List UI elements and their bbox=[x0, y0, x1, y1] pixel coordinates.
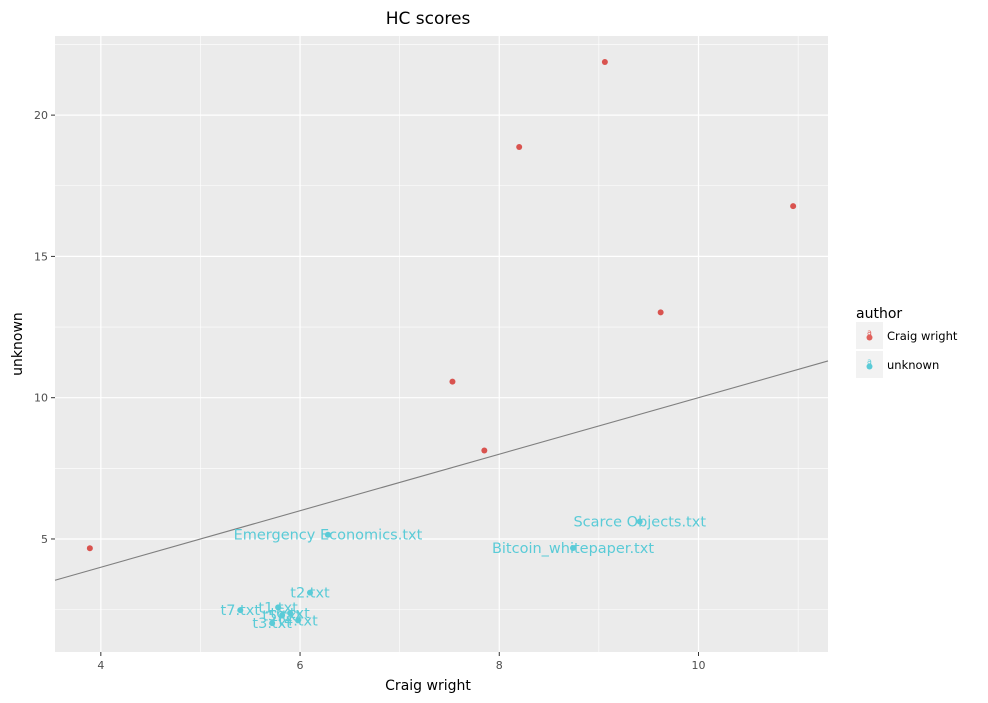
data-point bbox=[269, 620, 276, 627]
point-label: t7.txt bbox=[221, 603, 261, 619]
data-point bbox=[287, 610, 294, 617]
data-point bbox=[657, 309, 664, 316]
legend-point bbox=[866, 334, 873, 341]
plot-panel bbox=[55, 36, 828, 652]
x-tick-label: 4 bbox=[97, 659, 104, 672]
data-point bbox=[279, 612, 286, 619]
chart-title: HC scores bbox=[386, 9, 471, 29]
legend: author a Craig wright a unknown bbox=[856, 306, 958, 378]
x-tick-label: 8 bbox=[496, 659, 503, 672]
point-label: t3.txt bbox=[252, 616, 292, 632]
data-point bbox=[481, 447, 488, 454]
data-point bbox=[569, 545, 576, 552]
legend-text-glyph: a bbox=[867, 357, 872, 366]
x-axis-label: Craig wright bbox=[385, 678, 471, 694]
data-point bbox=[275, 604, 282, 611]
point-label: Scarce Objects.txt bbox=[573, 514, 706, 530]
legend-point bbox=[866, 363, 873, 370]
grid-minor bbox=[55, 36, 828, 652]
point-label: Emergency Economics.txt bbox=[234, 528, 423, 544]
y-tick-label: 20 bbox=[34, 109, 48, 122]
x-axis-ticks: 4 6 8 10 bbox=[97, 652, 706, 672]
point-label: t6.txt bbox=[270, 606, 310, 622]
point-label: t5.txt bbox=[262, 608, 302, 624]
data-point bbox=[324, 531, 331, 538]
y-tick-label: 5 bbox=[41, 533, 48, 546]
data-point bbox=[237, 607, 244, 614]
legend-text-glyph: a bbox=[867, 328, 872, 337]
y-tick-label: 10 bbox=[34, 392, 48, 405]
point-label: Bitcoin_whitepaper.txt bbox=[492, 541, 654, 557]
points-layer bbox=[86, 58, 797, 627]
data-point bbox=[790, 203, 797, 210]
y-axis-ticks: 5 10 15 20 bbox=[34, 109, 55, 546]
data-point bbox=[86, 545, 93, 552]
data-point bbox=[516, 144, 523, 151]
legend-title: author bbox=[856, 306, 902, 322]
x-tick-label: 10 bbox=[692, 659, 706, 672]
y-axis-label: unknown bbox=[10, 312, 26, 376]
data-point bbox=[636, 518, 643, 525]
data-point bbox=[295, 617, 302, 624]
point-label: t1.txt bbox=[258, 600, 298, 616]
legend-label: Craig wright bbox=[887, 329, 958, 343]
x-tick-label: 6 bbox=[297, 659, 304, 672]
data-point bbox=[307, 589, 314, 596]
legend-label: unknown bbox=[887, 358, 939, 372]
data-point bbox=[601, 58, 608, 65]
y-tick-label: 15 bbox=[34, 250, 48, 263]
reference-line bbox=[54, 360, 829, 581]
point-label: t2.txt bbox=[290, 586, 330, 602]
point-label: t4.txt bbox=[278, 613, 318, 629]
point-labels-layer: Emergency Economics.txt Scarce Objects.tx… bbox=[221, 514, 707, 632]
reference-line-group bbox=[54, 360, 829, 581]
grid-major bbox=[55, 36, 828, 652]
data-point bbox=[449, 378, 456, 385]
